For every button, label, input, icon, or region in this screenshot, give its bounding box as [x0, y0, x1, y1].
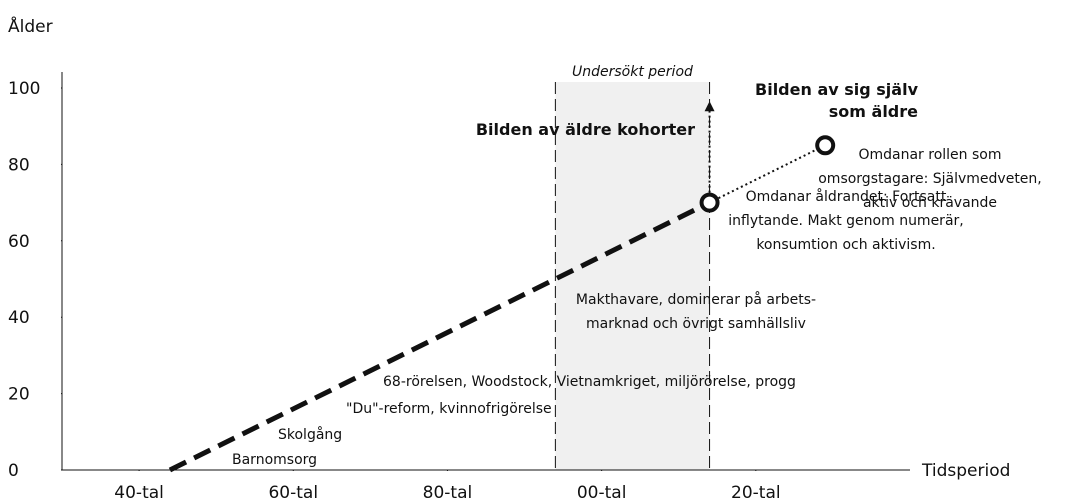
arrow: [709, 144, 827, 204]
annotation: Makthavare, dominerar på arbets-: [576, 291, 816, 308]
annotation: Omdanar åldrandet: Fortsatt: [746, 188, 947, 205]
shaded-period: [555, 82, 710, 470]
y-tick-label: 20: [8, 385, 30, 405]
annotation: Barnomsorg: [232, 452, 317, 468]
x-tick-label: 40-tal: [114, 483, 164, 503]
y-tick-label: 100: [8, 79, 40, 99]
x-axis-label: Tidsperiod: [921, 461, 1010, 481]
heading: Bilden av sig själv: [755, 80, 919, 99]
y-tick-label: 60: [8, 232, 30, 252]
annotation: 68-rörelsen, Woodstock, Vietnamkriget, m…: [383, 374, 796, 390]
annotation: omsorgstagare: Självmedveten,: [818, 171, 1042, 187]
x-tick-label: 00-tal: [577, 483, 627, 503]
x-tick-label: 20-tal: [731, 483, 781, 503]
annotation: Skolgång: [278, 426, 342, 443]
annotation: konsumtion och aktivism.: [756, 237, 935, 253]
y-tick-label: 40: [8, 308, 30, 328]
marker: [699, 192, 720, 213]
heading: som äldre: [829, 102, 918, 121]
y-axis-label: Ålder: [8, 15, 53, 37]
x-tick-label: 60-tal: [268, 483, 318, 503]
annotation: aktiv och krävande: [863, 195, 997, 211]
marker: [815, 135, 836, 156]
y-tick-label: 80: [8, 155, 30, 175]
period-label: Undersökt period: [572, 64, 693, 80]
x-tick-label: 80-tal: [423, 483, 473, 503]
heading: Bilden av äldre kohorter: [476, 120, 695, 139]
annotation: inflytande. Makt genom numerär,: [728, 213, 963, 229]
y-tick-label: 0: [8, 461, 19, 481]
annotation: "Du"-reform, kvinnofrigörelse: [346, 401, 552, 417]
cohort-line: [168, 200, 711, 473]
annotation: marknad och övrigt samhällsliv: [586, 316, 806, 332]
annotation: Omdanar rollen som: [858, 147, 1001, 163]
